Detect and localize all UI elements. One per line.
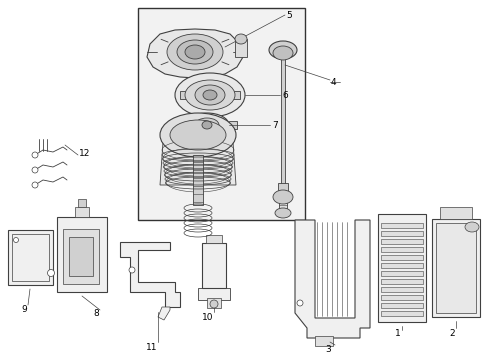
Bar: [439, 207, 471, 219]
Bar: [235, 39, 246, 57]
Ellipse shape: [272, 46, 292, 60]
Bar: [380, 255, 422, 260]
Circle shape: [129, 267, 135, 273]
Ellipse shape: [202, 121, 212, 129]
Text: 4: 4: [330, 77, 336, 86]
Ellipse shape: [175, 73, 244, 117]
Bar: [377, 214, 425, 322]
Ellipse shape: [184, 113, 228, 137]
Polygon shape: [158, 307, 170, 320]
Bar: [279, 198, 286, 212]
Text: 6: 6: [282, 90, 287, 99]
Polygon shape: [205, 235, 222, 243]
Bar: [78, 199, 86, 207]
Bar: [380, 247, 422, 252]
Bar: [193, 155, 203, 205]
Ellipse shape: [274, 208, 290, 218]
Bar: [63, 229, 99, 284]
Circle shape: [296, 300, 303, 306]
Circle shape: [209, 300, 218, 308]
Bar: [177, 121, 184, 129]
Bar: [380, 287, 422, 292]
Bar: [380, 279, 422, 284]
Ellipse shape: [272, 190, 292, 204]
Bar: [278, 183, 287, 195]
Bar: [435, 223, 475, 313]
Polygon shape: [160, 142, 236, 185]
Text: 3: 3: [325, 346, 330, 355]
Bar: [180, 91, 240, 99]
Bar: [281, 55, 285, 185]
Bar: [380, 231, 422, 236]
Ellipse shape: [184, 45, 204, 59]
Bar: [380, 303, 422, 308]
Ellipse shape: [184, 80, 235, 110]
Text: 10: 10: [202, 312, 213, 321]
Bar: [75, 207, 89, 217]
Bar: [431, 219, 479, 317]
Text: 9: 9: [21, 306, 27, 315]
Circle shape: [47, 270, 54, 276]
Circle shape: [32, 167, 38, 173]
Circle shape: [14, 238, 19, 243]
Bar: [202, 243, 225, 288]
Text: 1: 1: [394, 329, 400, 338]
Bar: [8, 230, 53, 285]
Polygon shape: [147, 29, 243, 78]
Circle shape: [32, 182, 38, 188]
Text: 12: 12: [79, 149, 90, 158]
Text: 8: 8: [93, 310, 99, 319]
Ellipse shape: [203, 90, 217, 100]
Bar: [12, 234, 49, 281]
Text: 11: 11: [146, 342, 158, 351]
Bar: [198, 288, 229, 300]
Ellipse shape: [235, 34, 246, 44]
Bar: [206, 298, 221, 308]
Text: 2: 2: [448, 328, 454, 338]
Bar: [380, 223, 422, 228]
Ellipse shape: [160, 113, 236, 157]
Polygon shape: [120, 242, 180, 307]
Ellipse shape: [167, 34, 223, 70]
Text: 5: 5: [285, 10, 291, 19]
Bar: [228, 121, 237, 129]
Ellipse shape: [195, 85, 224, 105]
Ellipse shape: [177, 40, 213, 64]
Bar: [57, 217, 107, 292]
Bar: [380, 311, 422, 316]
Bar: [380, 271, 422, 276]
Bar: [380, 263, 422, 268]
Ellipse shape: [464, 222, 478, 232]
Bar: [314, 336, 332, 346]
Text: 7: 7: [271, 121, 277, 130]
Bar: [380, 239, 422, 244]
Bar: [380, 295, 422, 300]
Ellipse shape: [170, 120, 225, 150]
Bar: [69, 237, 93, 276]
Bar: [138, 8, 305, 220]
Circle shape: [32, 152, 38, 158]
Ellipse shape: [195, 118, 219, 132]
Polygon shape: [294, 220, 369, 338]
Ellipse shape: [268, 41, 296, 59]
